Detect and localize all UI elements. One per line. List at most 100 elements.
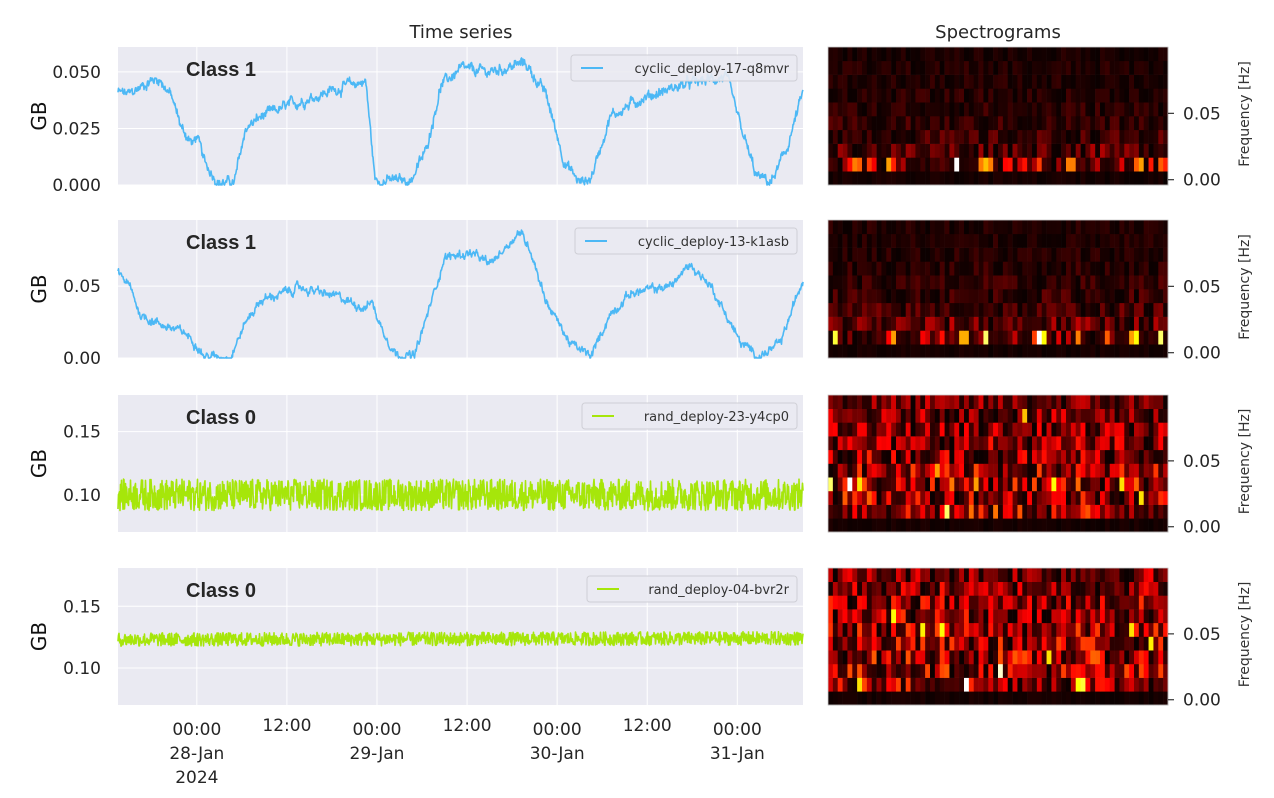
- heatmap-cell: [1090, 449, 1096, 464]
- heatmap-cell: [1090, 568, 1096, 582]
- heatmap-cell: [983, 233, 989, 248]
- heatmap-cell: [842, 344, 848, 359]
- heatmap-cell: [876, 622, 882, 637]
- heatmap-cell: [930, 504, 936, 519]
- heatmap-cell: [1143, 171, 1149, 186]
- heatmap-cell: [896, 60, 902, 75]
- heatmap-cell: [1075, 677, 1081, 692]
- heatmap-cell: [1070, 47, 1077, 62]
- heatmap-cell: [1148, 436, 1154, 451]
- heatmap-cell: [1032, 220, 1038, 235]
- heatmap-cell: [964, 436, 970, 451]
- heatmap-cell: [1095, 60, 1101, 75]
- heatmap-cell: [1148, 422, 1154, 437]
- heatmap-cell: [837, 289, 843, 304]
- heatmap-cell: [1041, 289, 1047, 304]
- heatmap-cell: [1012, 233, 1018, 248]
- heatmap-cell: [1109, 691, 1115, 706]
- heatmap-cell: [1017, 330, 1023, 345]
- heatmap-cell: [910, 650, 916, 665]
- heatmap-cell: [828, 568, 834, 582]
- heatmap-cell: [837, 677, 843, 692]
- heatmap-cell: [1002, 408, 1009, 423]
- heatmap-cell: [1007, 504, 1013, 519]
- heatmap-cell: [959, 518, 965, 533]
- heatmap-cell: [1002, 330, 1009, 345]
- heatmap-cell: [1041, 88, 1047, 103]
- heatmap-cell: [1002, 316, 1009, 331]
- heatmap-cell: [988, 60, 994, 75]
- heatmap-cell: [1085, 636, 1091, 651]
- heatmap-cell: [896, 171, 902, 186]
- heatmap-cell: [983, 622, 989, 637]
- heatmap-cell: [939, 395, 945, 409]
- heatmap-cell: [900, 302, 907, 317]
- heatmap-cell: [920, 504, 926, 519]
- heatmap-cell: [934, 636, 941, 651]
- heatmap-cell: [847, 330, 853, 345]
- heatmap-cell: [930, 171, 936, 186]
- heatmap-cell: [866, 233, 873, 248]
- x-tick-label: 12:00: [262, 716, 311, 736]
- heatmap-cell: [1061, 395, 1067, 409]
- heatmap-cell: [1119, 477, 1125, 492]
- heatmap-cell: [939, 88, 945, 103]
- heatmap-cell: [1061, 330, 1067, 345]
- heatmap-cell: [1163, 595, 1169, 610]
- heatmap-cell: [983, 171, 989, 186]
- heatmap-cell: [866, 490, 873, 505]
- heatmap-cell: [1090, 581, 1096, 596]
- heatmap-cell: [1109, 436, 1115, 451]
- heatmap-cell: [842, 330, 848, 345]
- heatmap-cell: [1138, 143, 1145, 158]
- heatmap-cell: [993, 60, 999, 75]
- heatmap-cell: [832, 171, 839, 186]
- heatmap-cell: [973, 88, 979, 103]
- heatmap-cell: [939, 568, 945, 582]
- heatmap-cell: [915, 171, 921, 186]
- heatmap-cell: [1134, 650, 1140, 665]
- heatmap-cell: [842, 88, 848, 103]
- heatmap-cell: [886, 463, 892, 478]
- heatmap-cell: [1017, 47, 1023, 62]
- heatmap-cell: [939, 581, 945, 596]
- heatmap-cell: [862, 691, 868, 706]
- heatmap-cell: [1051, 568, 1057, 582]
- heatmap-cell: [828, 581, 834, 596]
- heatmap-cell: [968, 116, 975, 131]
- heatmap-cell: [857, 102, 863, 117]
- heatmap-cell: [934, 650, 941, 665]
- heatmap-cell: [1138, 677, 1145, 692]
- heatmap-cell: [1066, 463, 1072, 478]
- heatmap-cell: [1163, 302, 1169, 317]
- heatmap-cell: [1090, 88, 1096, 103]
- heatmap-cell: [837, 47, 843, 62]
- heatmap-cell: [1036, 422, 1043, 437]
- heatmap-cell: [886, 504, 892, 519]
- heatmap-cell: [1032, 408, 1038, 423]
- heatmap-cell: [1119, 504, 1125, 519]
- heatmap-cell: [1046, 116, 1052, 131]
- heatmap-cell: [1134, 663, 1140, 678]
- heatmap-cell: [978, 60, 984, 75]
- heatmap-cell: [1138, 650, 1145, 665]
- heatmap-cell: [968, 581, 975, 596]
- heatmap-cell: [910, 344, 916, 359]
- heatmap-cell: [1066, 47, 1072, 62]
- heatmap-cell: [954, 157, 960, 172]
- heatmap-cell: [1143, 463, 1149, 478]
- heatmap-cell: [905, 636, 911, 651]
- heatmap-cell: [1012, 663, 1018, 678]
- heatmap-cell: [871, 568, 877, 582]
- heatmap-cell: [1032, 289, 1038, 304]
- heatmap-cell: [1163, 636, 1169, 651]
- heatmap-cell: [1109, 233, 1115, 248]
- heatmap-cell: [915, 330, 921, 345]
- heatmap-cell: [998, 289, 1004, 304]
- heatmap-cell: [1090, 171, 1096, 186]
- heatmap-cell: [1075, 463, 1081, 478]
- heatmap-cell: [896, 449, 902, 464]
- heatmap-cell: [1041, 636, 1047, 651]
- heatmap-cell: [828, 395, 834, 409]
- heatmap-cell: [1134, 129, 1140, 144]
